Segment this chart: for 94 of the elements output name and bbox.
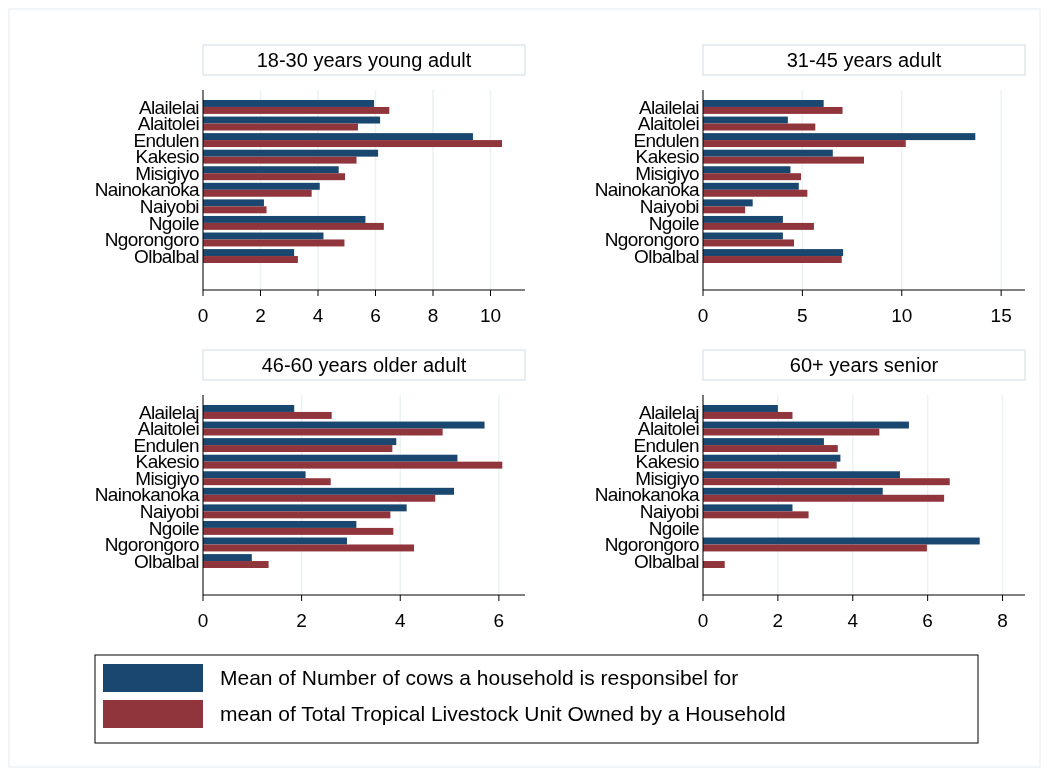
bar (703, 478, 950, 486)
chart-title: 18-30 years young adult (256, 49, 472, 71)
bar (203, 405, 295, 412)
bar (703, 544, 927, 552)
bar (203, 106, 390, 114)
x-tick-label: 0 (197, 610, 209, 631)
bar (203, 239, 345, 247)
bar (203, 461, 503, 469)
bar (703, 494, 945, 502)
bar (703, 504, 793, 512)
bar (203, 116, 381, 124)
bar (203, 199, 264, 207)
bar (203, 511, 391, 519)
x-tick-label: 2 (772, 610, 784, 631)
bar (703, 421, 909, 429)
bar (703, 222, 814, 230)
bar (703, 487, 883, 495)
bar (203, 166, 339, 174)
bar (203, 149, 379, 157)
legend-label: mean of Total Tropical Livestock Unit Owned by a Household (220, 702, 786, 726)
bar (203, 182, 320, 190)
bar (703, 149, 833, 157)
bar (203, 438, 397, 446)
bar (203, 520, 357, 528)
x-tick-label: 6 (922, 610, 933, 631)
chart-title: 60+ years senior (789, 354, 939, 376)
bar (203, 100, 375, 107)
bar (703, 511, 809, 519)
bar (203, 487, 454, 495)
bar (203, 454, 458, 462)
bar (203, 133, 473, 141)
bar (203, 156, 357, 164)
bar (203, 504, 407, 512)
bar (203, 527, 394, 535)
x-tick-label: 4 (312, 305, 324, 326)
bar (203, 140, 502, 148)
x-tick-label: 8 (997, 610, 1008, 631)
x-tick-label: 2 (255, 305, 266, 326)
bar (703, 116, 788, 124)
bar (203, 173, 346, 181)
bar (203, 554, 252, 562)
bar (203, 206, 267, 214)
bar (703, 405, 778, 412)
x-tick-label: 4 (394, 610, 406, 631)
bar (703, 133, 976, 141)
bar (203, 256, 298, 263)
bar (703, 454, 841, 462)
bar (703, 445, 838, 453)
chart-title: 46-60 years older adult (261, 354, 467, 376)
bar (703, 471, 900, 479)
bar (703, 206, 746, 214)
bar (203, 411, 332, 419)
x-tick-label: 10 (479, 305, 502, 326)
bar (703, 166, 791, 174)
bar (703, 173, 801, 181)
x-tick-label: 8 (427, 305, 439, 326)
x-tick-label: 10 (891, 305, 913, 326)
bar (203, 421, 485, 429)
x-tick-label: 6 (493, 610, 505, 631)
bar (703, 561, 725, 568)
bar (703, 461, 837, 469)
bar (703, 249, 844, 257)
bar (703, 215, 783, 223)
bar (203, 561, 269, 568)
bar (703, 189, 808, 197)
x-tick-label: 4 (847, 610, 859, 631)
x-tick-label: 6 (370, 305, 381, 326)
bar (703, 239, 795, 247)
bar (703, 140, 906, 148)
bar (203, 544, 415, 552)
bar (203, 222, 384, 230)
x-tick-label: 2 (296, 610, 307, 631)
x-tick-label: 15 (990, 305, 1012, 326)
bar (703, 256, 842, 263)
bar (203, 445, 393, 453)
bar (703, 182, 799, 190)
bar (203, 478, 331, 486)
bar (703, 411, 793, 419)
bar (203, 215, 366, 223)
bar (203, 249, 295, 257)
bar (203, 471, 306, 479)
x-tick-label: 0 (697, 305, 709, 326)
x-tick-label: 5 (797, 305, 808, 326)
bar (703, 100, 824, 107)
bar (703, 199, 753, 207)
chart-title: 31-45 years adult (786, 49, 942, 71)
x-tick-label: 0 (697, 610, 709, 631)
x-tick-label: 0 (197, 305, 209, 326)
bar (703, 438, 824, 446)
bar (703, 156, 864, 164)
bar (203, 189, 312, 197)
legend-label: Mean of Number of cows a household is responsibel for (220, 666, 739, 690)
bar (203, 494, 436, 502)
bar (703, 106, 843, 114)
